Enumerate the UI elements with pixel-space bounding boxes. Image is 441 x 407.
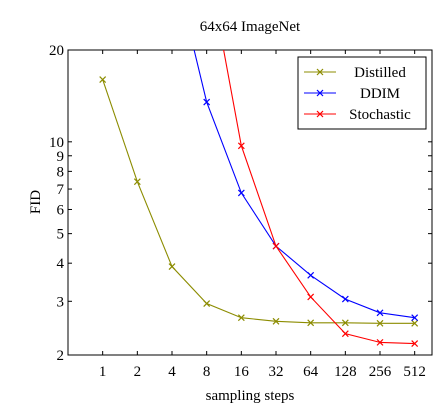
data-point-distilled bbox=[133, 178, 141, 186]
legend-marker-ddim bbox=[316, 89, 324, 97]
x-tick-label: 32 bbox=[269, 364, 284, 380]
data-point-stochastic bbox=[272, 242, 280, 250]
y-tick-label: 9 bbox=[57, 149, 65, 165]
x-axis: 1 2 4 8 16 32 64 128 256 512 bbox=[99, 50, 426, 380]
y-tick-label: 6 bbox=[57, 202, 65, 218]
data-point-distilled bbox=[307, 319, 315, 327]
x-tick-label: 64 bbox=[303, 364, 319, 380]
x-axis-label: sampling steps bbox=[206, 388, 295, 404]
x-tick-label: 16 bbox=[234, 364, 250, 380]
x-tick-label: 2 bbox=[134, 364, 142, 380]
x-tick-label: 4 bbox=[168, 364, 176, 380]
y-tick-label: 3 bbox=[57, 294, 65, 310]
data-point-ddim bbox=[237, 189, 245, 197]
chart-title: 64x64 ImageNet bbox=[200, 19, 301, 35]
y-tick-label: 10 bbox=[49, 135, 64, 151]
data-point-distilled bbox=[341, 319, 349, 327]
x-tick-label: 256 bbox=[369, 364, 392, 380]
y-tick-label: 2 bbox=[57, 348, 65, 364]
series-line-distilled bbox=[102, 79, 415, 324]
data-point-stochastic bbox=[376, 338, 384, 346]
plot-frame bbox=[67, 49, 433, 356]
y-tick-label: 20 bbox=[49, 43, 64, 59]
data-point-stochastic bbox=[341, 330, 349, 338]
data-point-ddim bbox=[203, 98, 211, 106]
y-tick-label: 5 bbox=[57, 227, 65, 243]
x-tick-label: 1 bbox=[99, 364, 107, 380]
data-point-stochastic bbox=[307, 293, 315, 301]
data-point-stochastic bbox=[411, 340, 419, 348]
data-point-distilled bbox=[99, 76, 107, 83]
legend-marker-stochastic bbox=[316, 110, 324, 118]
y-axis-label: FID bbox=[28, 190, 44, 214]
data-point-distilled bbox=[237, 314, 245, 322]
data-point-distilled bbox=[168, 263, 176, 270]
x-tick-label: 8 bbox=[203, 364, 211, 380]
data-point-stochastic bbox=[237, 142, 245, 150]
y-tick-label: 4 bbox=[57, 256, 65, 272]
y-tick-label: 8 bbox=[57, 164, 65, 180]
data-point-ddim bbox=[376, 309, 384, 317]
legend-label-ddim: DDIM bbox=[360, 86, 400, 102]
series-layer bbox=[99, 50, 419, 348]
data-point-distilled bbox=[203, 300, 211, 307]
data-point-ddim bbox=[341, 295, 349, 303]
data-point-ddim bbox=[411, 314, 419, 322]
data-point-ddim bbox=[307, 271, 315, 279]
series-line-ddim bbox=[193, 50, 415, 319]
data-point-distilled bbox=[411, 319, 419, 327]
legend-marker-distilled bbox=[316, 68, 324, 76]
y-tick-label: 7 bbox=[57, 182, 65, 198]
data-point-distilled bbox=[272, 317, 280, 325]
legend: Distilled DDIM Stochastic bbox=[297, 56, 427, 130]
legend-label-distilled: Distilled bbox=[354, 65, 406, 81]
x-tick-label: 512 bbox=[403, 364, 426, 380]
data-point-distilled bbox=[376, 319, 384, 327]
x-tick-label: 128 bbox=[334, 364, 357, 380]
legend-label-stochastic: Stochastic bbox=[349, 107, 411, 123]
